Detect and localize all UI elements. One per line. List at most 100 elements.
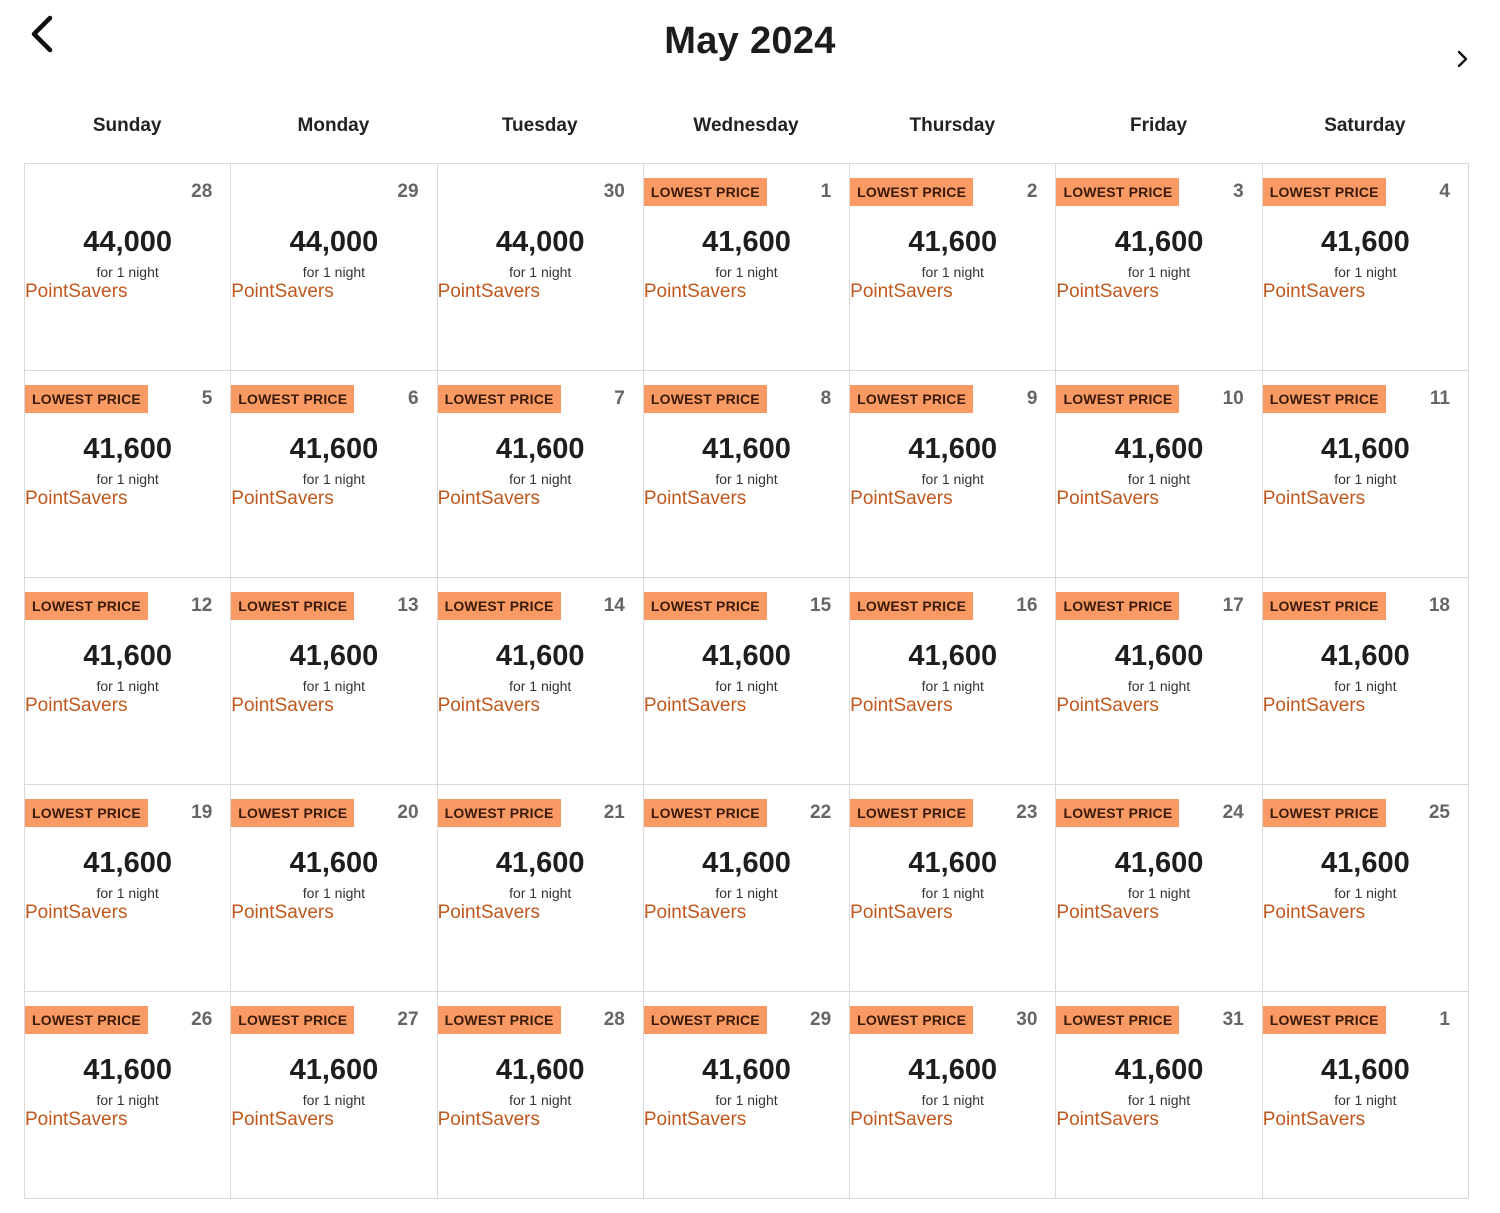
calendar-day-cell[interactable]: LOWEST PRICE 4 41,600 for 1 night PointSaver… [1262, 164, 1469, 371]
night-label: for 1 night [715, 264, 778, 280]
calendar-day-cell[interactable]: LOWEST PRICE 29 41,600 for 1 night PointSave… [643, 992, 851, 1199]
points-price: 41,600 [289, 640, 379, 672]
calendar-day-cell[interactable]: LOWEST PRICE 3 41,600 for 1 night PointSaver… [1056, 164, 1263, 371]
points-price: 41,600 [1114, 226, 1204, 258]
calendar-day-cell[interactable]: LOWEST PRICE 15 41,600 for 1 night PointSave… [643, 578, 851, 785]
night-label: for 1 night [302, 264, 366, 280]
prev-month-button[interactable] [22, 12, 62, 56]
lowest-price-badge: LOWEST PRICE [25, 592, 148, 620]
calendar-day-cell[interactable]: LOWEST PRICE 5 41,600 for 1 night PointSaver… [25, 371, 232, 578]
weekday-label: Saturday [1324, 115, 1406, 136]
points-price: 41,600 [83, 1054, 172, 1086]
pointsavers-label: PointSavers [25, 281, 128, 302]
chevron-left-icon [31, 15, 53, 53]
lowest-price-badge: LOWEST PRICE [850, 178, 974, 206]
day-number: 1 [1439, 1009, 1450, 1030]
calendar-day-cell[interactable]: LOWEST PRICE 1 41,600 for 1 night PointSaver… [643, 164, 851, 371]
calendar-day-cell[interactable]: LOWEST PRICE 31 41,600 for 1 night PointSave… [1056, 992, 1263, 1199]
points-price: 41,600 [908, 847, 998, 879]
day-number: 2 [1026, 181, 1038, 202]
calendar-day-cell[interactable]: LOWEST PRICE 24 41,600 for 1 night PointSave… [1056, 785, 1263, 992]
points-price: 41,600 [83, 433, 172, 465]
day-number: 20 [397, 802, 419, 823]
day-number: 4 [1439, 181, 1450, 202]
calendar-day-cell[interactable]: LOWEST PRICE 18 41,600 for 1 night PointSave… [1262, 578, 1469, 785]
night-label: for 1 night [509, 1092, 572, 1108]
pointsavers-label: PointSavers [1262, 1109, 1366, 1130]
calendar-day-cell[interactable]: LOWEST PRICE 12 41,600 for 1 night PointSave… [25, 578, 232, 785]
day-number: 14 [603, 595, 625, 616]
night-label: for 1 night [1334, 471, 1397, 487]
day-number: 21 [603, 802, 625, 823]
calendar-day-cell[interactable]: LOWEST PRICE 22 41,600 for 1 night PointSave… [643, 785, 851, 992]
night-label: for 1 night [715, 1092, 778, 1108]
calendar-day-cell[interactable]: LOWEST PRICE 23 41,600 for 1 night PointSave… [850, 785, 1057, 992]
lowest-price-badge: LOWEST PRICE [437, 799, 561, 827]
calendar-day-cell[interactable]: LOWEST PRICE 8 41,600 for 1 night PointSaver… [643, 371, 851, 578]
calendar-day-cell[interactable]: LOWEST PRICE 2 41,600 for 1 night PointSaver… [850, 164, 1057, 371]
points-price: 41,600 [908, 226, 998, 258]
calendar-day-cell[interactable]: LOWEST PRICE 27 41,600 for 1 night PointSave… [231, 992, 438, 1199]
day-number: 13 [397, 595, 419, 616]
calendar-day-cell[interactable]: LOWEST PRICE 10 41,600 for 1 night PointSave… [1056, 371, 1263, 578]
night-label: for 1 night [302, 471, 366, 487]
calendar-day-cell[interactable]: LOWEST PRICE 9 41,600 for 1 night PointSaver… [850, 371, 1057, 578]
day-number: 10 [1222, 388, 1244, 409]
calendar-day-cell[interactable]: LOWEST PRICE 25 41,600 for 1 night PointSave… [1262, 785, 1469, 992]
calendar-day-cell[interactable]: LOWEST PRICE 1 41,600 for 1 night PointSaver… [1262, 992, 1469, 1199]
pointsavers-label: PointSavers [437, 902, 541, 923]
pointsavers-label: PointSavers [231, 281, 334, 302]
lowest-price-badge: LOWEST PRICE [231, 799, 355, 827]
weekday-label: Tuesday [501, 115, 578, 136]
calendar-day-cell[interactable]: LOWEST PRICE 19 41,600 for 1 night PointSave… [25, 785, 232, 992]
weekday-label: Friday [1130, 115, 1188, 136]
calendar-day-cell[interactable]: LOWEST PRICE 20 41,600 for 1 night PointSave… [231, 785, 438, 992]
pointsavers-label: PointSavers [231, 488, 334, 509]
day-number: 1 [820, 181, 832, 202]
pointsavers-label: PointSavers [850, 488, 953, 509]
calendar-day-cell[interactable]: LOWEST PRICE 11 41,600 for 1 night PointSave… [1262, 371, 1469, 578]
pointsavers-label: PointSavers [1056, 488, 1159, 509]
day-number: 5 [201, 388, 213, 409]
points-price: 41,600 [1321, 1054, 1410, 1086]
calendar-day-cell[interactable]: 30 44,000 for 1 night PointSavers [437, 164, 644, 371]
month-title: May 2024 [664, 20, 836, 62]
points-price: 41,600 [495, 433, 585, 465]
night-label: for 1 night [302, 885, 366, 901]
calendar-day-cell[interactable]: 28 44,000 for 1 night PointSavers [25, 164, 232, 371]
night-label: for 1 night [509, 471, 572, 487]
night-label: for 1 night [302, 678, 366, 694]
calendar-day-cell[interactable]: LOWEST PRICE 16 41,600 for 1 night PointSave… [850, 578, 1057, 785]
points-price: 44,000 [289, 226, 379, 258]
calendar-day-cell[interactable]: LOWEST PRICE 7 41,600 for 1 night PointSaver… [437, 371, 644, 578]
points-price: 41,600 [702, 1054, 791, 1086]
lowest-price-badge: LOWEST PRICE [1262, 1006, 1386, 1034]
calendar-day-cell[interactable]: LOWEST PRICE 30 41,600 for 1 night PointSave… [850, 992, 1057, 1199]
pointsavers-label: PointSavers [437, 1109, 541, 1130]
night-label: for 1 night [921, 678, 984, 694]
calendar-day-cell[interactable]: LOWEST PRICE 6 41,600 for 1 night PointSaver… [231, 371, 438, 578]
calendar-day-cell[interactable]: LOWEST PRICE 17 41,600 for 1 night PointSave… [1056, 578, 1263, 785]
pointsavers-label: PointSavers [1262, 281, 1366, 302]
calendar-day-cell[interactable]: 29 44,000 for 1 night PointSavers [231, 164, 438, 371]
calendar-day-cell[interactable]: LOWEST PRICE 26 41,600 for 1 night PointSave… [25, 992, 232, 1199]
points-price: 41,600 [1321, 226, 1410, 258]
day-number: 30 [1016, 1009, 1038, 1030]
night-label: for 1 night [509, 264, 572, 280]
calendar-day-cell[interactable]: LOWEST PRICE 14 41,600 for 1 night PointSave… [437, 578, 644, 785]
day-number: 27 [397, 1009, 419, 1030]
lowest-price-badge: LOWEST PRICE [643, 385, 767, 413]
calendar-day-cell[interactable]: LOWEST PRICE 13 41,600 for 1 night PointSave… [231, 578, 438, 785]
next-month-button[interactable] [1450, 46, 1474, 72]
points-price: 41,600 [702, 433, 791, 465]
calendar-day-cell[interactable]: LOWEST PRICE 28 41,600 for 1 night PointSave… [437, 992, 644, 1199]
lowest-price-badge: LOWEST PRICE [1262, 178, 1386, 206]
calendar-day-cell[interactable]: LOWEST PRICE 21 41,600 for 1 night PointSave… [437, 785, 644, 992]
day-number: 31 [1222, 1009, 1244, 1030]
points-price: 41,600 [1321, 847, 1410, 879]
pointsavers-label: PointSavers [437, 488, 541, 509]
pointsavers-label: PointSavers [850, 902, 953, 923]
lowest-price-badge: LOWEST PRICE [25, 1006, 148, 1034]
points-price: 41,600 [495, 847, 585, 879]
day-number: 7 [614, 388, 625, 409]
